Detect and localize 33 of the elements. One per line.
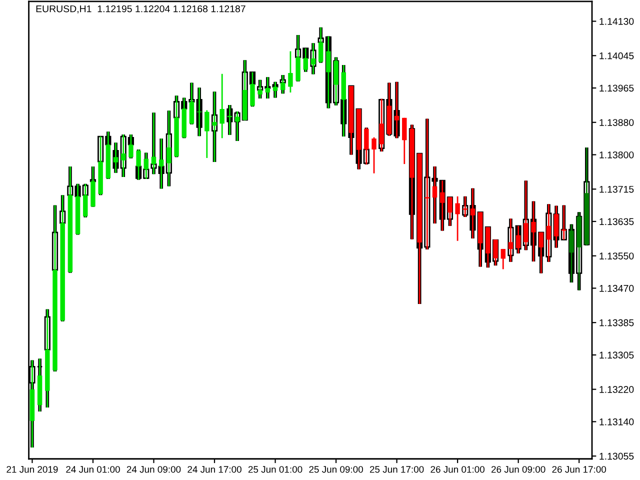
candlestick — [372, 136, 376, 174]
y-tick-label: 1.13055 — [600, 452, 634, 460]
candlestick — [402, 117, 407, 165]
x-tick-label: 24 Jun 01:00 — [66, 466, 120, 473]
candlestick — [204, 110, 210, 159]
chart-title: EURUSD,H1 1.12195 1.12204 1.12168 1.12187 — [36, 5, 246, 14]
candlestick — [288, 50, 293, 94]
x-tick-label: 24 Jun 17:00 — [188, 466, 242, 473]
y-tick-label: 1.13880 — [600, 119, 634, 126]
y-tick-label: 1.13965 — [600, 84, 634, 92]
y-tick-label: 1.13635 — [600, 218, 634, 226]
candlestick — [500, 248, 506, 270]
candlestick — [455, 196, 460, 242]
x-tick-label: 25 Jun 01:00 — [248, 466, 302, 473]
x-tick-label: 26 Jun 01:00 — [430, 466, 484, 473]
y-tick-label: 1.13220 — [600, 386, 634, 393]
x-tick-label: 24 Jun 09:00 — [126, 466, 181, 473]
y-tick-label: 1.13800 — [600, 151, 634, 158]
y-tick-label: 1.13470 — [600, 284, 634, 292]
y-tick-label: 1.13305 — [600, 352, 634, 359]
x-tick-label: 25 Jun 09:00 — [309, 466, 363, 473]
candlestick — [220, 73, 224, 139]
y-tick-label: 1.13385 — [600, 319, 634, 326]
y-tick-label: 1.14130 — [600, 18, 634, 25]
x-tick-label: 21 Jun 2019 — [6, 466, 58, 473]
x-tick-label: 26 Jun 17:00 — [552, 466, 606, 473]
y-tick-label: 1.14045 — [600, 52, 634, 60]
candlestick — [211, 92, 218, 162]
y-tick-label: 1.13715 — [600, 186, 634, 193]
x-tick-label: 25 Jun 17:00 — [370, 466, 424, 473]
y-tick-label: 1.13550 — [600, 252, 634, 260]
y-tick-label: 1.13140 — [600, 418, 634, 426]
x-tick-label: 26 Jun 09:00 — [491, 466, 546, 473]
